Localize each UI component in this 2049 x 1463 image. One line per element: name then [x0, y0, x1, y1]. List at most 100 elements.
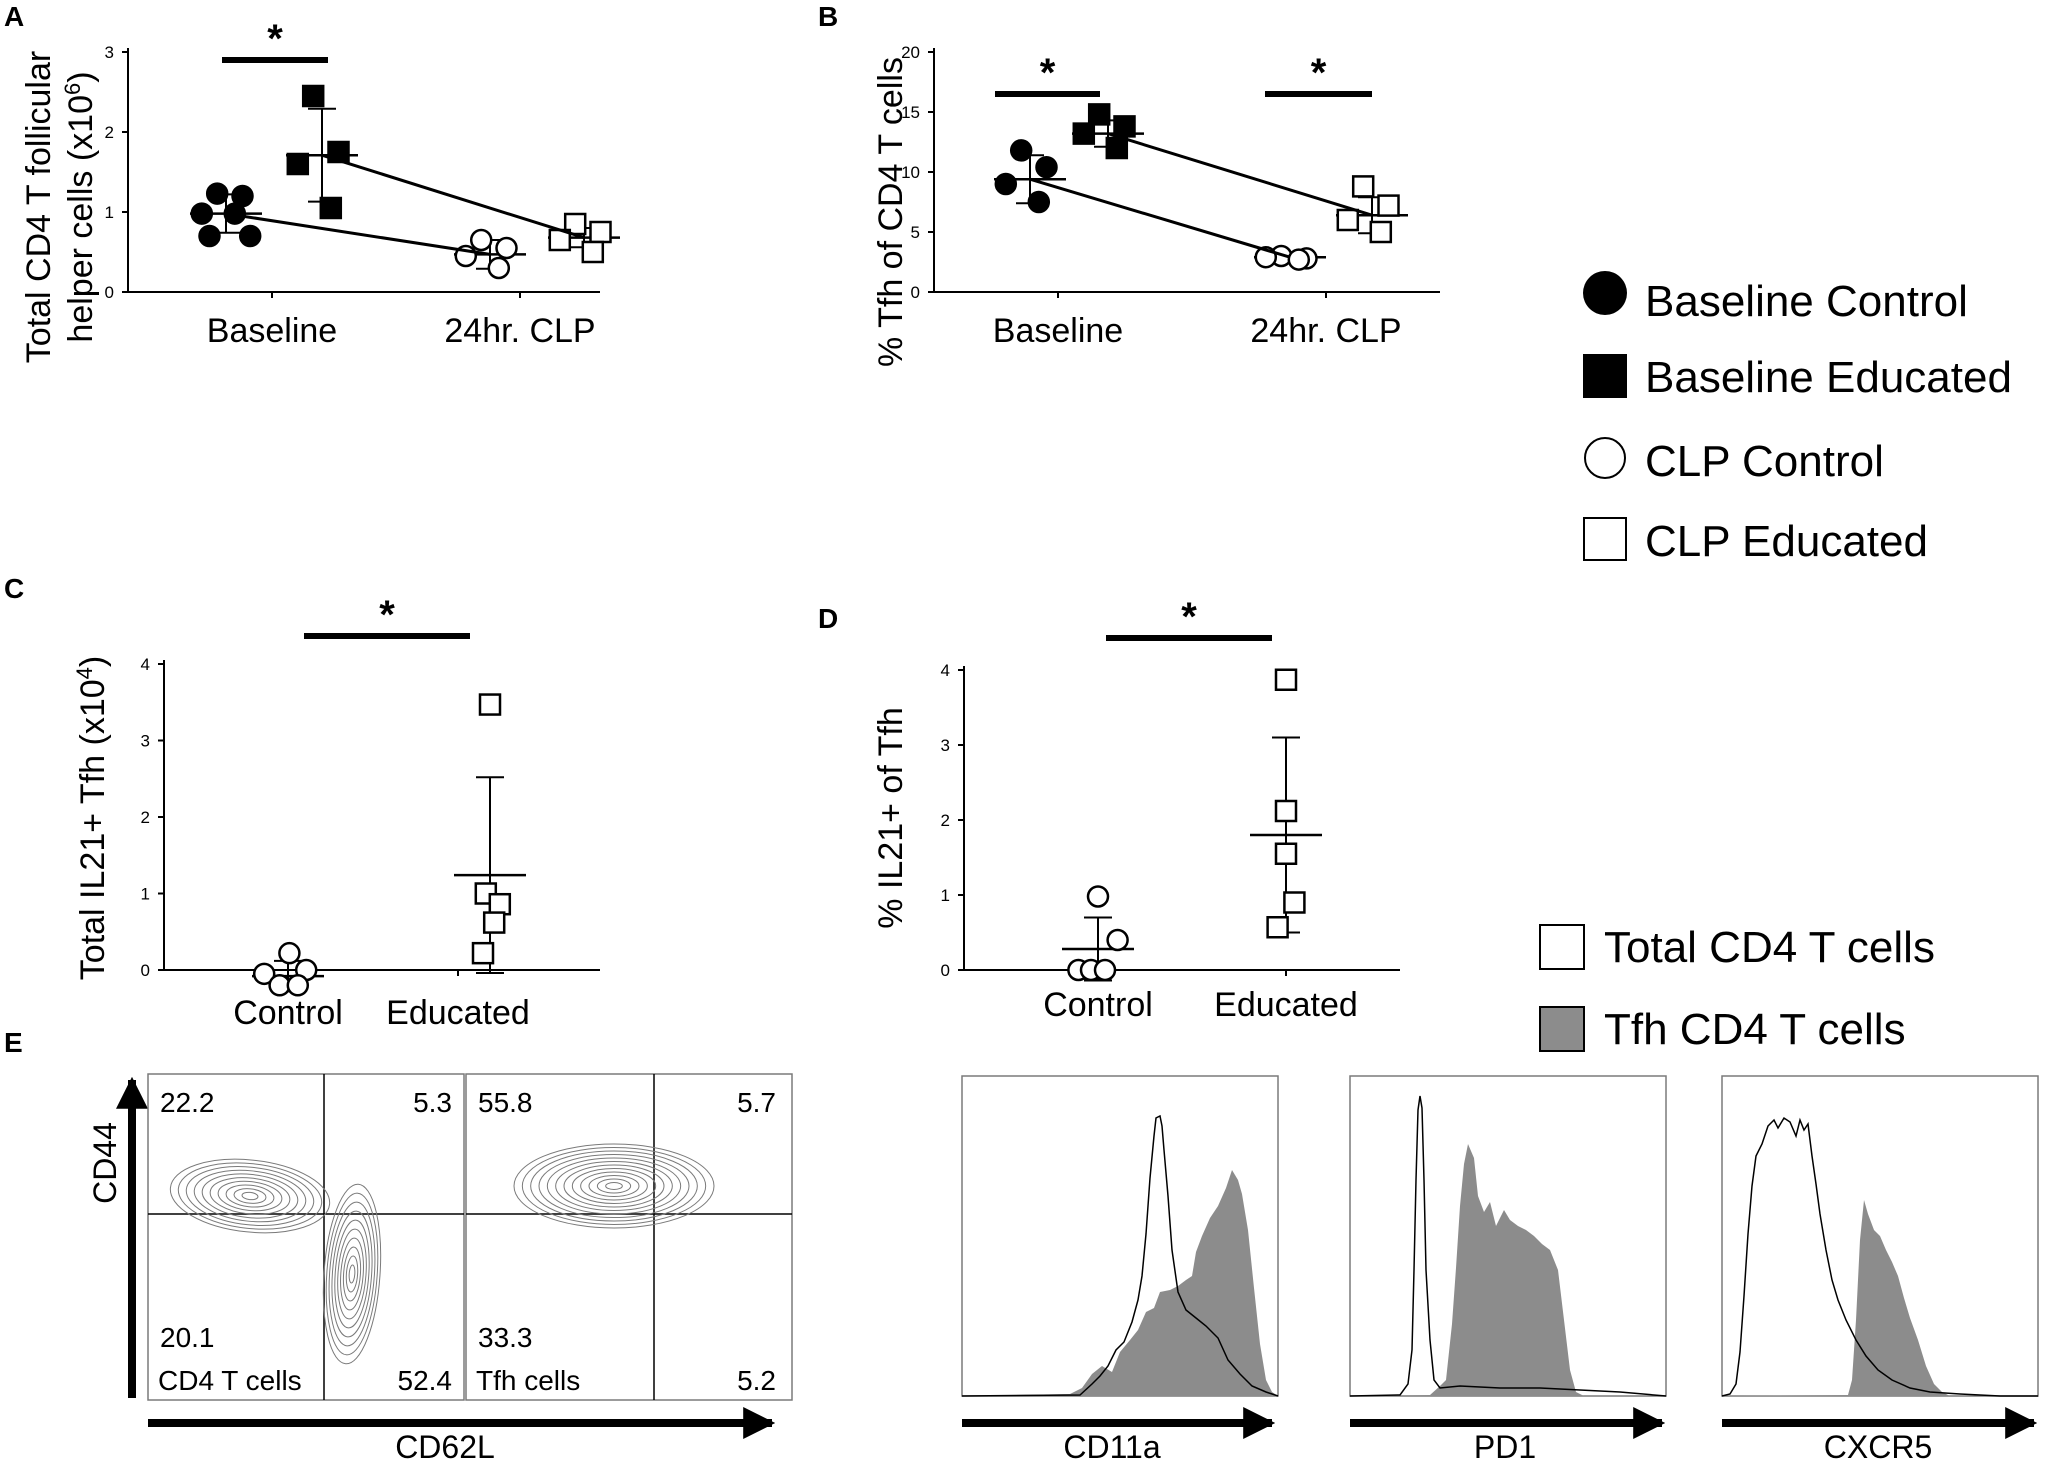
panel-c-x-tick-label: Educated [386, 994, 530, 1032]
panel-a-y-tick-label: 0 [105, 283, 114, 302]
contour-ring [225, 1184, 275, 1208]
panel-letter-b: B [818, 1, 838, 32]
contour-ring [340, 1237, 364, 1311]
panel-letter-c: C [4, 573, 24, 604]
panel-c-data-point [471, 941, 495, 965]
pd1-axis-label: PD1 [1474, 1429, 1536, 1463]
contour-ring [322, 1183, 382, 1365]
panel-b-y-tick-label: 5 [911, 223, 920, 242]
panel-a-x-tick-label: Baseline [207, 312, 337, 350]
panel-b-significance-star: * [1311, 51, 1327, 95]
cd44-axis-label: CD44 [87, 1122, 123, 1204]
cd62l-axis-label: CD62L [395, 1429, 495, 1463]
tfh-quad-upper-left: 55.8 [478, 1087, 533, 1118]
panel-d-data-point [1283, 891, 1306, 914]
histogram-pd1-tfh-fill [1350, 1144, 1584, 1396]
panel-b-data-point [1336, 208, 1360, 232]
legend-total-cd4-icon [1539, 924, 1585, 970]
panel-b-x-tick-label: 24hr. CLP [1250, 312, 1401, 350]
panel-a-ylabel-end: ) [62, 71, 100, 82]
panel-b-y-tick-label: 0 [911, 283, 920, 302]
panel-d-y-tick-label: 0 [941, 961, 950, 980]
panel-a-data-point [581, 240, 605, 264]
panel-d-ylabel: % IL21+ of Tfh [872, 707, 910, 928]
contour-ring [337, 1228, 367, 1320]
contour-ring [571, 1168, 657, 1204]
panel-c-ylabel: Total IL21+ Tfh (x104) [72, 656, 112, 980]
panel-c-x-tick-label: Control [233, 994, 343, 1032]
panel-c-data-point [286, 974, 310, 997]
legend-histograms: Total CD4 T cells Tfh CD4 T cells [1539, 923, 1935, 1054]
legend-circle-open-icon [1584, 437, 1626, 479]
panel-b-data-point [1377, 194, 1400, 217]
panel-a-data-point [205, 182, 229, 205]
histogram-pd1: PD1 [1349, 1075, 1667, 1463]
panel-a-trend-line [321, 153, 585, 240]
panel-a-data-point [190, 202, 214, 225]
panel-d-data-point [1093, 958, 1117, 982]
panel-d-data-point [1274, 799, 1298, 823]
panel-b-data-point [1087, 103, 1111, 126]
panel-c-data-point [488, 892, 512, 916]
contour-ring [193, 1169, 307, 1223]
contour-ring [331, 1210, 373, 1338]
panel-a-data-point [589, 220, 612, 244]
panel-d-x-tick-label: Educated [1214, 986, 1358, 1024]
legend-square-open-icon [1583, 517, 1627, 561]
panel-a-data-point [198, 224, 221, 248]
contour-ring [513, 1143, 715, 1229]
cd11a-axis-label: CD11a [1063, 1429, 1160, 1463]
histogram-cd11a: CD11a [961, 1075, 1279, 1463]
panel-b-data-point [1287, 248, 1311, 271]
contour-ring [588, 1175, 640, 1197]
panel-c-y-tick-label: 0 [141, 961, 150, 980]
contour-ring [328, 1201, 376, 1347]
contour-ring [334, 1219, 370, 1329]
tfh-plot-label: Tfh cells [476, 1365, 580, 1396]
panel-a-ylabel-line2: helper cells (x106) [60, 71, 100, 342]
contour-ring [521, 1147, 707, 1225]
legend-groups: Baseline Control Baseline Educated CLP C… [1583, 271, 2012, 566]
panel-d-data-point [1266, 916, 1289, 939]
panel-b-y-tick-label: 20 [901, 43, 920, 62]
panel-b-ylabel: % Tfh of CD4 T cells [872, 57, 910, 367]
panel-c-y-tick-label: 1 [141, 885, 150, 904]
legend-label-clp-control: CLP Control [1645, 437, 1884, 486]
legend-square-filled-icon [1583, 354, 1627, 398]
histogram-pd1-total-line [1349, 1095, 1667, 1397]
panel-a-ylabel-sup: 6 [60, 83, 85, 95]
cxcr5-axis-label: CXCR5 [1824, 1429, 1932, 1463]
panel-a-data-point [319, 196, 343, 220]
panel-b-data-point [1105, 136, 1129, 160]
panel-d-x-tick-label: Control [1043, 986, 1153, 1024]
contour-ring [596, 1178, 632, 1194]
contour-ring [563, 1164, 665, 1208]
contour-ring [555, 1161, 673, 1211]
panel-c-ylabel-main: Total IL21+ Tfh (x10 [74, 679, 112, 980]
panel-d-data-point [1106, 928, 1129, 952]
panel-b-trend-line [1029, 177, 1291, 259]
panel-b-data-point [1072, 122, 1096, 145]
contour-plot-cd4-frame [147, 1073, 465, 1401]
contour-ring [546, 1157, 682, 1215]
panel-letter-d: D [818, 603, 838, 634]
contour-lines-tfh [513, 1143, 715, 1229]
panel-e-flow: CD44 CD62L 22.2 5.3 20.1 CD4 T cells 52.… [87, 1073, 793, 1463]
panel-letter-e: E [4, 1027, 23, 1058]
panel-a-data-point [487, 256, 511, 280]
panel-b-y-tick-label: 10 [901, 163, 920, 182]
legend-circle-filled-icon [1583, 271, 1627, 315]
contour-ring [348, 1264, 356, 1284]
panel-b-data-point [1351, 175, 1375, 198]
panel-b-data-point [1009, 139, 1033, 162]
panel-b-trend-line [1107, 132, 1373, 217]
contour-ring [325, 1192, 379, 1356]
histogram-cxcr5: CXCR5 [1721, 1075, 2039, 1463]
panel-a-y-tick-label: 3 [105, 43, 114, 62]
panel-a-data-point [301, 84, 325, 108]
panel-a-data-point [495, 236, 518, 260]
cd4-quad-lower-right: 52.4 [398, 1365, 453, 1396]
panel-c-y-tick-label: 3 [141, 732, 150, 751]
panel-d-y-tick-label: 3 [941, 736, 950, 755]
panel-d-y-tick-label: 4 [941, 661, 950, 680]
